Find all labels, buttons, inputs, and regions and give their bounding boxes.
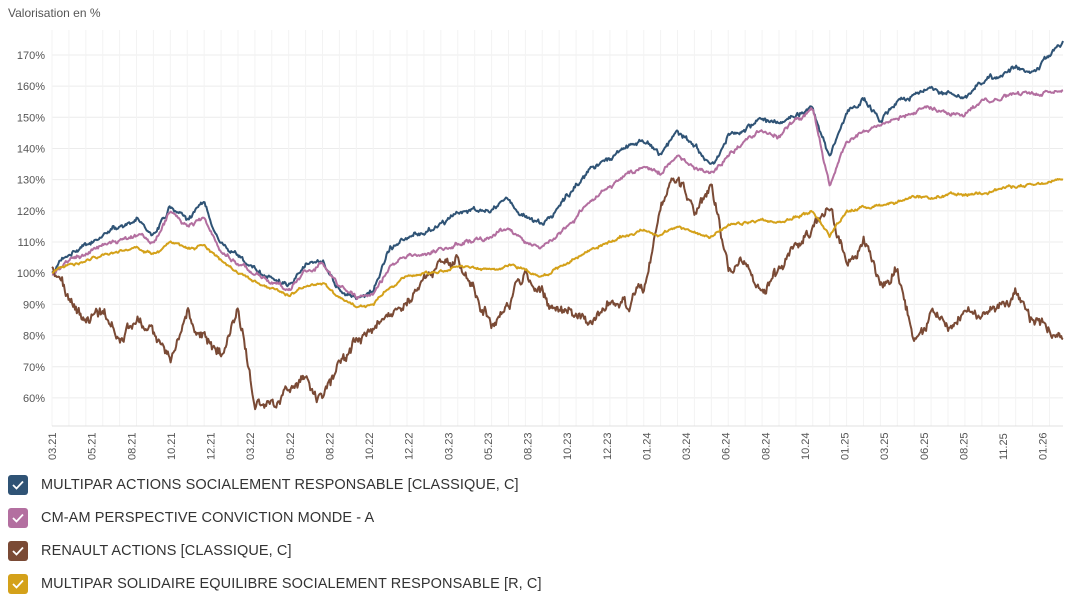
y-tick-label: 160% — [17, 81, 45, 93]
legend-label: MULTIPAR SOLIDAIRE EQUILIBRE SOCIALEMENT… — [41, 576, 542, 592]
x-tick-label: 05.23 — [483, 432, 495, 460]
x-tick-label: 12.23 — [602, 432, 614, 460]
legend-label: RENAULT ACTIONS [CLASSIQUE, C] — [41, 543, 292, 559]
check-icon — [12, 546, 24, 556]
line-chart: 60% 70% 80% 90% 100% 110% 120% 130% 140% 150% 160%… — [17, 30, 1064, 460]
legend-item-cm-am-perspective[interactable]: CM-AM PERSPECTIVE CONVICTION MONDE - A — [8, 507, 542, 529]
x-tick-label: 05.21 — [87, 432, 99, 460]
check-icon — [12, 480, 24, 490]
y-tick-label: 120% — [17, 206, 45, 218]
x-tick-label: 03.23 — [443, 432, 455, 460]
grid — [51, 30, 1063, 427]
x-tick-label: 03.22 — [245, 432, 257, 460]
legend-item-multipar-solidaire[interactable]: MULTIPAR SOLIDAIRE EQUILIBRE SOCIALEMENT… — [8, 573, 542, 595]
y-tick-label: 130% — [17, 175, 45, 187]
y-tick-label: 110% — [18, 237, 46, 249]
y-axis: 60% 70% 80% 90% 100% 110% 120% 130% 140% 150% 160%… — [17, 50, 45, 405]
x-tick-label: 08.22 — [324, 432, 336, 460]
legend-item-multipar-actions[interactable]: MULTIPAR ACTIONS SOCIALEMENT RESPONSABLE… — [8, 474, 542, 496]
x-tick-label: 03.21 — [47, 432, 59, 460]
check-icon — [12, 513, 24, 523]
series-lines — [51, 40, 1064, 411]
y-tick-label: 150% — [17, 112, 45, 124]
x-tick-label: 03.24 — [681, 432, 693, 460]
y-tick-label: 80% — [23, 331, 45, 343]
y-tick-label: 100% — [17, 268, 45, 280]
x-tick-label: 08.23 — [523, 432, 535, 460]
legend-label: MULTIPAR ACTIONS SOCIALEMENT RESPONSABLE… — [41, 477, 519, 493]
x-tick-label: 01.26 — [1038, 432, 1050, 460]
legend-checkbox[interactable] — [8, 475, 28, 495]
x-tick-label: 10.23 — [562, 432, 574, 460]
series-line-0 — [51, 40, 1064, 301]
x-tick-label: 10.21 — [166, 432, 178, 460]
x-tick-label: 12.21 — [206, 432, 218, 460]
y-tick-label: 140% — [17, 143, 45, 155]
series-line-1 — [51, 89, 1064, 300]
series-line-3 — [51, 178, 1064, 309]
x-tick-label: 12.22 — [404, 432, 416, 460]
y-tick-label: 60% — [23, 393, 45, 405]
x-axis: 03.21 05.21 08.21 10.21 12.21 03.22 05.22 08.22… — [47, 432, 1050, 460]
y-axis-title: Valorisation en % — [8, 6, 101, 20]
x-tick-label: 01.25 — [840, 432, 852, 460]
legend-checkbox[interactable] — [8, 574, 28, 594]
x-tick-label: 01.24 — [641, 432, 653, 460]
series-line-2 — [51, 176, 1064, 411]
y-tick-label: 90% — [23, 299, 45, 311]
legend-checkbox[interactable] — [8, 541, 28, 561]
y-tick-label: 70% — [23, 362, 45, 374]
y-tick-label: 170% — [17, 50, 45, 62]
x-tick-label: 06.25 — [919, 432, 931, 460]
legend: MULTIPAR ACTIONS SOCIALEMENT RESPONSABLE… — [8, 474, 542, 606]
legend-checkbox[interactable] — [8, 508, 28, 528]
legend-item-renault-actions[interactable]: RENAULT ACTIONS [CLASSIQUE, C] — [8, 540, 542, 562]
x-tick-label: 05.22 — [285, 432, 297, 460]
check-icon — [12, 579, 24, 589]
x-tick-label: 10.24 — [800, 432, 812, 460]
x-tick-label: 08.21 — [126, 432, 138, 460]
x-tick-label: 08.24 — [760, 432, 772, 460]
x-tick-label: 06.24 — [721, 432, 733, 460]
x-tick-label: 03.25 — [879, 432, 891, 460]
legend-label: CM-AM PERSPECTIVE CONVICTION MONDE - A — [41, 510, 375, 526]
x-tick-label: 10.22 — [364, 432, 376, 460]
x-tick-label: 11.25 — [998, 433, 1010, 460]
x-tick-label: 08.25 — [958, 432, 970, 460]
